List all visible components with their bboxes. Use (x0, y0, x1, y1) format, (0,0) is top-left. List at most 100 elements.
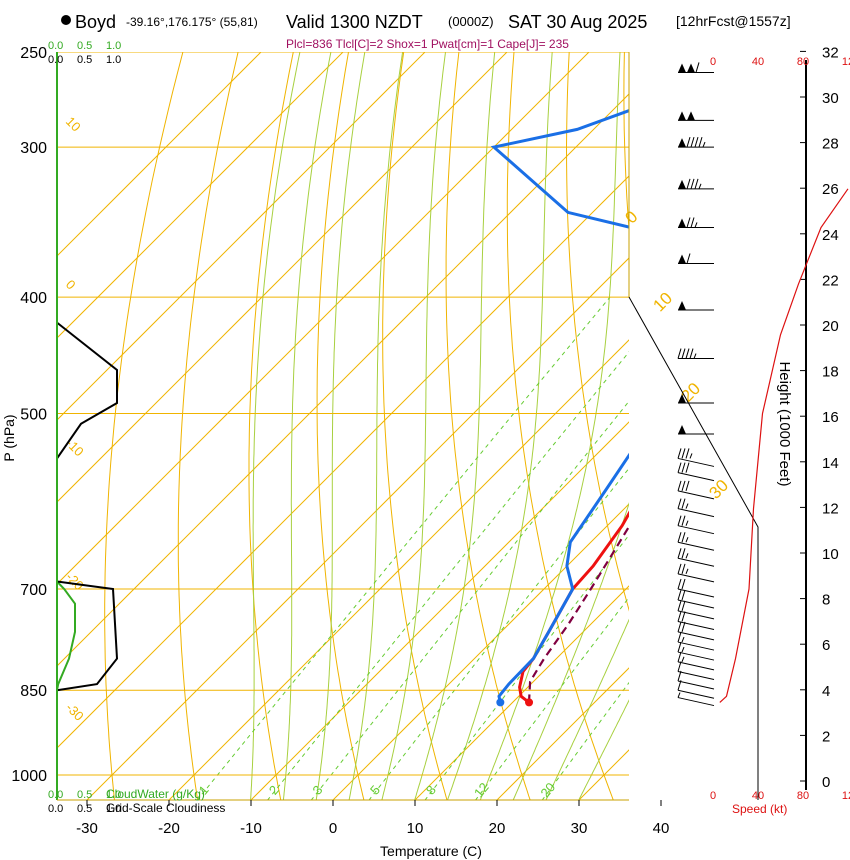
wind-barb (678, 111, 714, 121)
pressure-label: 850 (20, 683, 47, 700)
cloud-top-tick-label-black: 0.5 (77, 54, 92, 66)
cloud-top-tick-label: 0.0 (48, 40, 63, 52)
wind-barb (677, 621, 715, 641)
wind-barb (678, 178, 714, 190)
speed-axis-title: Speed (kt) (732, 802, 787, 816)
moist-adiabat-line (479, 52, 621, 800)
x-axis-tick-label: 0 (329, 820, 337, 837)
isotherm-line (250, 421, 629, 800)
speed-top-tick-label: 0 (710, 56, 716, 68)
y-axis-title: P (hPa) (1, 414, 17, 461)
cloud-bottom-tick-label: 0.0 (48, 789, 63, 801)
wind-barb (678, 393, 714, 404)
wind-barb (677, 600, 715, 620)
dry-adiabat-line (248, 52, 294, 800)
wind-barb (678, 253, 714, 264)
surface-temperature-marker (525, 698, 534, 707)
height-axis-title: Height (1000 Feet) (776, 361, 793, 486)
dry-adiabat-line (177, 52, 239, 800)
cloud-bottom-tick-label-black: 0.0 (48, 803, 63, 815)
wind-barb (677, 532, 715, 551)
isotherm-line (57, 52, 262, 257)
height-tick-label: 10 (822, 546, 839, 563)
height-tick-label: 8 (822, 592, 830, 609)
isotherm-line (168, 339, 629, 800)
speed-bottom-tick-label: 0 (710, 790, 716, 802)
cloud-bottom-tick-label-black: 1.0 (106, 803, 121, 815)
wind-barb (677, 589, 715, 609)
wind-barb (677, 631, 715, 651)
station-location: -39.16°,176.175° (55,81) (126, 15, 258, 29)
height-tick-label: 6 (822, 637, 830, 654)
cloudiness-label: Grid-Scale Cloudiness (106, 801, 225, 815)
wind-barb (677, 578, 715, 598)
height-tick-label: 22 (822, 272, 839, 289)
moist-adiabat-line (578, 699, 629, 800)
speed-top-tick-label: 12 (842, 56, 850, 68)
wind-barb (677, 680, 715, 699)
moist-adiabat-line (348, 52, 404, 800)
wind-barb (677, 563, 715, 583)
dry-adiabat-line (316, 52, 365, 800)
wind-barb (677, 480, 715, 500)
height-tick-label: 0 (822, 774, 830, 791)
height-tick-label: 26 (822, 181, 839, 198)
wind-barb (677, 515, 715, 535)
x-axis-title: Temperature (C) (380, 843, 482, 859)
speed-bottom-tick-label: 12 (842, 790, 850, 802)
speed-bottom-tick-label: 40 (752, 790, 764, 802)
height-tick-label: 2 (822, 728, 830, 745)
height-tick-label: 32 (822, 44, 839, 61)
speed-bottom-tick-label: 80 (797, 790, 809, 802)
cloud-water-label: CloudWater (g/Kg) (106, 787, 205, 801)
wind-barb (678, 62, 714, 73)
moist-adiabat-line (250, 52, 301, 800)
cloud-top-tick-label: 1.0 (106, 40, 121, 52)
moist-adiabat-line (545, 618, 629, 800)
height-tick-label: 16 (822, 409, 839, 426)
mixing-ratio-line (310, 400, 629, 800)
dry-adiabat-line (506, 52, 614, 800)
cloud-top-tick-label-black: 0.0 (48, 54, 63, 66)
height-tick-label: 4 (822, 683, 830, 700)
wind-barb (677, 651, 715, 671)
speed-top-tick-label: 80 (797, 56, 809, 68)
isotherm-line (332, 503, 629, 800)
height-tick-label: 14 (822, 455, 839, 472)
moist-adiabat-line (315, 52, 366, 800)
pressure-label: 250 (20, 45, 47, 62)
pressure-label: 1000 (11, 768, 47, 785)
isotherm-line (414, 585, 629, 800)
wind-barb (677, 661, 715, 680)
wind-barb (677, 670, 715, 690)
valid-zulu: (0000Z) (448, 14, 494, 29)
pressure-label: 700 (20, 582, 47, 599)
wind-barb (677, 641, 715, 661)
valid-time: Valid 1300 NZDT (286, 12, 423, 32)
cloud-bottom-tick-label: 0.5 (77, 789, 92, 801)
station-dot-icon (61, 15, 71, 25)
mixing-ratio-line (266, 351, 629, 800)
profile-layer (57, 109, 629, 707)
x-axis-tick-label: -30 (76, 820, 98, 837)
wind-barb (677, 498, 715, 518)
wind-barb (677, 692, 715, 707)
cloud-top-tick-label: 0.5 (77, 40, 92, 52)
moist-adiabat-line (447, 52, 553, 800)
height-tick-label: 20 (822, 318, 839, 335)
station-name: Boyd (75, 12, 116, 32)
isotherm-line (57, 52, 426, 421)
wind-barb (678, 136, 714, 148)
wind-barb (678, 424, 714, 435)
mixing-ratio-line (424, 534, 629, 800)
wind-barb (678, 301, 714, 311)
dry-adiabat-line (104, 52, 184, 800)
isotherm-line (57, 52, 344, 339)
mixing-ratio-line (196, 296, 611, 800)
valid-date: SAT 30 Aug 2025 (508, 12, 647, 32)
x-axis-tick-label: -10 (240, 820, 262, 837)
surface-boundary-line (628, 296, 759, 800)
wind-barb (677, 348, 714, 360)
isotherm-line (57, 175, 629, 749)
speed-top-tick-label: 40 (752, 56, 764, 68)
